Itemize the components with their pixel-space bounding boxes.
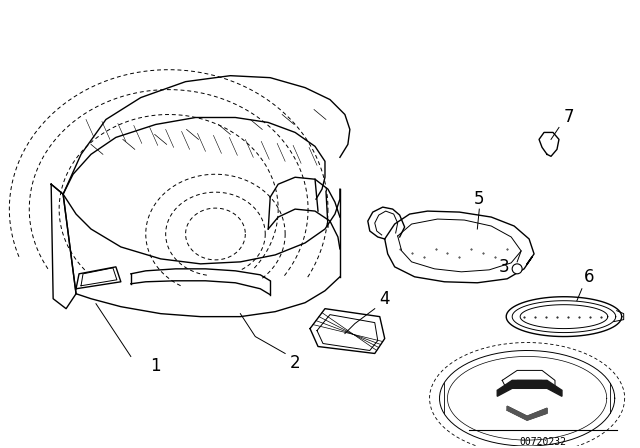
Circle shape	[512, 264, 522, 274]
Polygon shape	[507, 406, 547, 420]
Polygon shape	[497, 380, 562, 396]
Text: 7: 7	[564, 108, 574, 126]
Text: 6: 6	[584, 268, 594, 286]
Text: 5: 5	[474, 190, 484, 208]
Text: 00720232: 00720232	[520, 437, 566, 447]
Text: 4: 4	[380, 290, 390, 308]
Text: 3: 3	[499, 258, 509, 276]
Text: 2: 2	[290, 354, 300, 372]
Text: 1: 1	[150, 358, 161, 375]
